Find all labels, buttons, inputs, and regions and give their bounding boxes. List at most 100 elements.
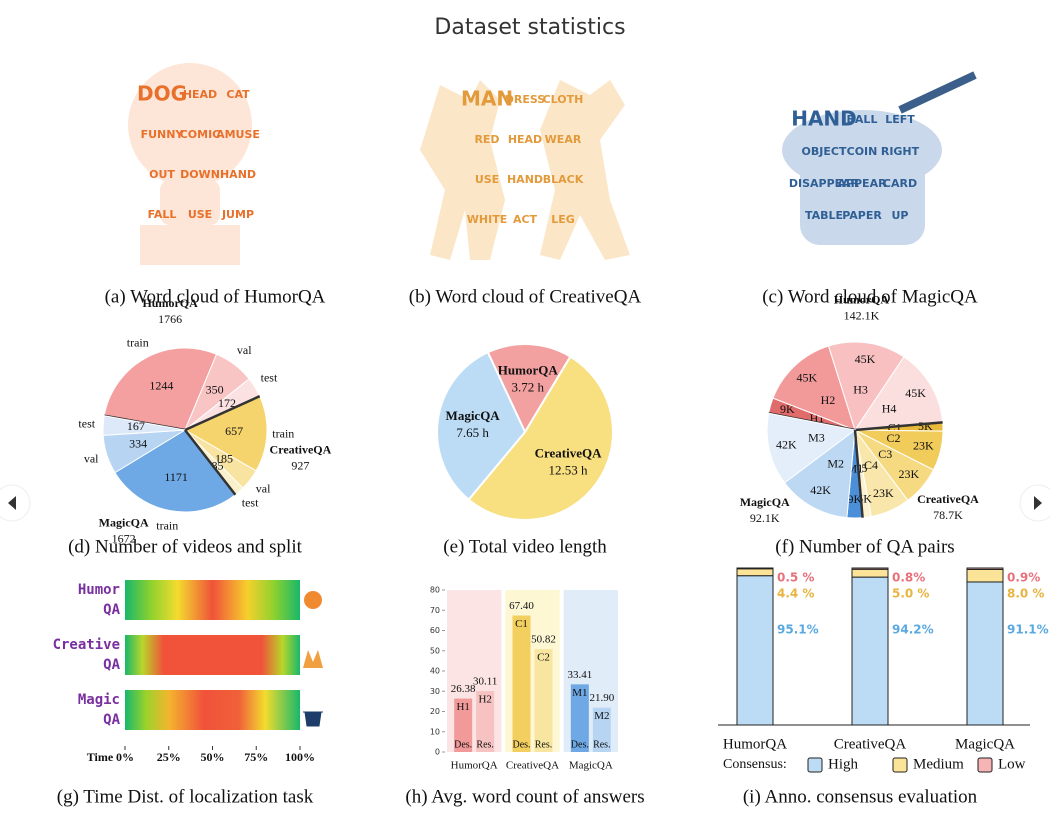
bar-sublabel: Res.: [593, 739, 611, 750]
x-tick-label: CreativeQA: [834, 736, 907, 752]
density-strip: [125, 580, 300, 620]
pie-slice: [772, 345, 856, 431]
segment-label: 0.8%: [892, 571, 925, 585]
slice-value-label: 9K: [847, 492, 862, 506]
slice-category-label: val: [256, 482, 271, 496]
legend-title: Consensus:: [723, 757, 787, 772]
legend-swatch: [807, 757, 823, 773]
density-strip: [125, 690, 300, 730]
bar-value-label: 33.41: [567, 669, 592, 681]
cloud-word: BALL: [847, 113, 878, 126]
group-name: CreativeQA: [917, 492, 979, 506]
slice-category-label: val: [84, 451, 99, 465]
cloud-word: CLOTH: [543, 93, 584, 106]
cloud-word: OUT: [149, 168, 175, 181]
slice-value-label: 45K: [855, 352, 876, 366]
density-strip: [125, 635, 300, 675]
slice-category-label: M2: [827, 456, 844, 470]
slice-value-label: 350: [206, 382, 224, 396]
y-tick-label: 0: [435, 748, 440, 757]
y-tick-label: 30: [430, 687, 440, 696]
segment-label: 0.9%: [1007, 571, 1040, 585]
group-total: 927: [291, 458, 309, 472]
bar-sublabel: Res.: [476, 739, 494, 750]
cloud-word: DOWN: [180, 168, 220, 181]
stack-segment: [736, 567, 774, 570]
bar-name: H2: [478, 694, 491, 706]
prev-arrow[interactable]: [0, 484, 31, 522]
cloud-word: HAND: [791, 107, 857, 131]
segment-label: 95.1%: [777, 623, 819, 637]
cloud-word: COMIC: [180, 128, 221, 141]
slice-name: MagicQA: [446, 408, 501, 423]
bar: [476, 691, 495, 752]
slice-category-label: C4: [864, 458, 878, 472]
stack-segment: [851, 567, 889, 570]
caption: (h) Avg. word count of answers: [405, 786, 644, 807]
humor-silhouette: [128, 63, 252, 265]
slice-value-label: 42K: [810, 483, 831, 497]
bar-name: C1: [515, 618, 528, 630]
bar-sublabel: Des.: [454, 739, 472, 750]
slice-value-label: 172: [218, 396, 236, 410]
slice-value-label: 42K: [776, 437, 797, 451]
slice-value-label: 23K: [913, 439, 934, 453]
bar-name: M1: [572, 687, 587, 699]
slice-value-label: 45K: [905, 386, 926, 400]
slice-category-label: train: [272, 426, 294, 440]
row-label: Magic: [78, 692, 120, 708]
group-separator: [184, 429, 237, 496]
slice-category-label: test: [78, 416, 95, 430]
cloud-word: MAN: [461, 87, 513, 111]
group-name: HumorQA: [142, 296, 198, 310]
x-tick-label: 75%: [244, 750, 268, 764]
group-separator: [184, 395, 261, 432]
y-tick-label: 10: [430, 727, 440, 736]
cloud-word: PAPER: [842, 209, 882, 222]
cloud-word: DRESS: [505, 93, 546, 106]
bar: [454, 698, 473, 752]
group-separator: [854, 421, 943, 432]
cloud-word: DOG: [137, 82, 187, 106]
group-name: CreativeQA: [270, 442, 332, 456]
slice-category-label: M3: [808, 431, 825, 445]
caption: (d) Number of videos and split: [68, 536, 302, 557]
cloud-word: LEFT: [885, 113, 915, 126]
pie-slice: [766, 412, 857, 484]
pie-slice: [827, 341, 905, 432]
caption: (a) Word cloud of HumorQA: [105, 286, 326, 307]
slice-category-label: val: [237, 343, 252, 357]
next-arrow[interactable]: [1019, 484, 1050, 522]
cloud-word: WEAR: [545, 133, 582, 146]
slice-value-label: 1171: [164, 470, 188, 484]
humor-icon: [304, 591, 322, 609]
slice-value-label: 185: [215, 452, 233, 466]
creative-icon: [303, 650, 323, 668]
slice-value-label: 12.53 h: [549, 463, 589, 478]
magic-icon: [303, 711, 323, 727]
group-label: CreativeQA: [506, 760, 559, 772]
cloud-word: FUNNY: [141, 128, 185, 141]
bar-sublabel: Res.: [535, 739, 553, 750]
stack-segment: [736, 575, 774, 726]
bar: [570, 684, 589, 752]
pie-slice: [854, 356, 944, 431]
cloud-word: RED: [474, 133, 499, 146]
bar-value-label: 30.11: [473, 676, 497, 688]
stack-segment: [966, 567, 1004, 570]
group-label: HumorQA: [451, 760, 498, 772]
group-total: 92.1K: [750, 511, 780, 525]
pie-slice: [102, 415, 186, 436]
pie-slice: [183, 395, 268, 472]
cloud-word: HEAD: [508, 133, 542, 146]
row-label: QA: [103, 712, 120, 728]
segment-label: 91.1%: [1007, 623, 1049, 637]
bar-sublabel: Des.: [571, 739, 589, 750]
slice-value-label: 45K: [797, 370, 818, 384]
cloud-word: OBJECT: [802, 145, 847, 158]
bar-name: M2: [594, 710, 609, 722]
slice-value-label: 167: [127, 419, 145, 433]
group-name: MagicQA: [99, 516, 149, 530]
caption: (g) Time Dist. of localization task: [57, 786, 314, 807]
cloud-word: FALL: [148, 208, 177, 221]
